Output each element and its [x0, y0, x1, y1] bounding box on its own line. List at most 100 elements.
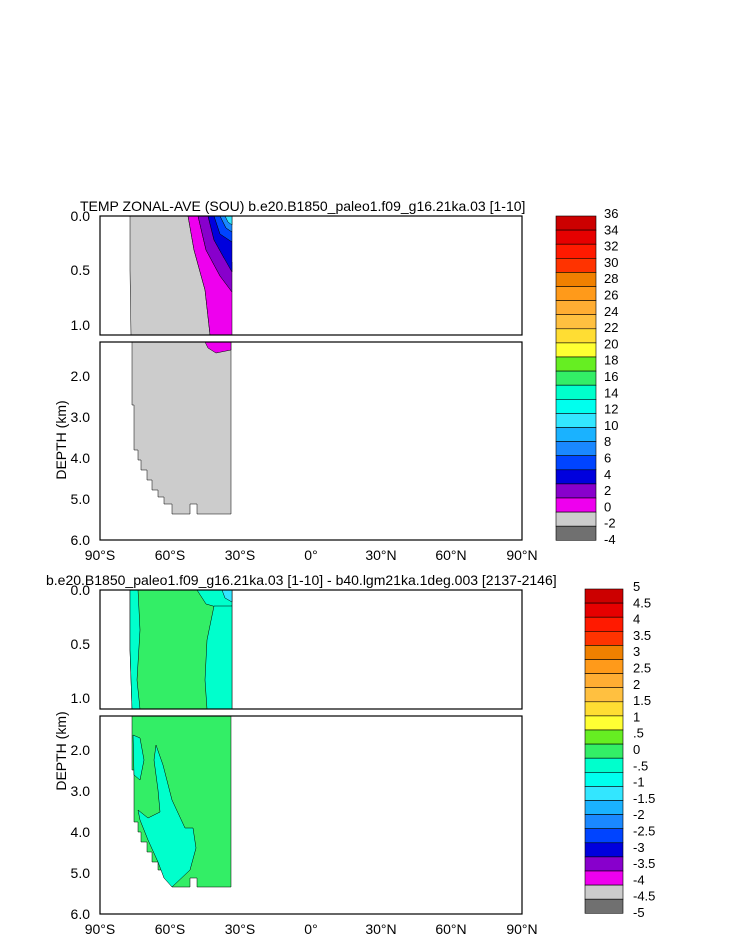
cb0-swatch: [555, 356, 597, 372]
chart-1-title: TEMP ZONAL-AVE (SOU) b.e20.B1850_paleo1.…: [80, 198, 525, 214]
cb0-swatch: [555, 314, 597, 330]
cb1-swatch: [584, 870, 624, 886]
chart-1: TEMP ZONAL-AVE (SOU) b.e20.B1850_paleo1.…: [53, 198, 618, 563]
cb0-label: 34: [604, 222, 618, 237]
cb0-swatch: [555, 257, 597, 273]
cb0-label: -4: [604, 532, 616, 547]
cb0-label: 12: [604, 402, 618, 417]
cb1-swatch: [584, 743, 624, 759]
cb1-swatch: [584, 729, 624, 745]
cb1-swatch: [584, 800, 624, 815]
cb1-swatch: [584, 757, 624, 773]
cb1-swatch: [584, 842, 624, 858]
chart-1-ytick-7: 6.0: [71, 532, 91, 548]
cb0-label: 8: [604, 434, 611, 449]
chart-2-ytick-5: 4.0: [71, 824, 91, 840]
cb0-label: 10: [604, 418, 618, 433]
cb0-swatch: [555, 441, 597, 457]
cb1-label: -5: [633, 905, 645, 920]
chart-2-ytick-3: 2.0: [71, 742, 91, 758]
cb0-swatch: [555, 272, 597, 287]
cb1-label: -4.5: [633, 889, 655, 904]
chart-2-ytick-4: 3.0: [71, 783, 91, 799]
cb1-swatch: [584, 687, 624, 703]
chart-2-xtick-2: 30°S: [225, 921, 256, 937]
cb0-swatch: [555, 413, 597, 428]
cb1-swatch: [584, 898, 624, 914]
cb0-label: 0: [604, 499, 611, 514]
chart-2-xtick-4: 30°N: [365, 921, 396, 937]
cb0-swatch: [555, 497, 597, 513]
cb1-label: .5: [633, 726, 644, 741]
cb1-label: -4: [633, 872, 645, 887]
cb0-swatch: [555, 483, 597, 499]
cb0-swatch: [555, 215, 597, 231]
cb1-label: 4: [633, 612, 640, 627]
chart-1-lower-panel: [99, 341, 523, 541]
cb0-swatch: [555, 229, 597, 245]
cb0-swatch: [555, 328, 597, 344]
cb1-swatch: [584, 645, 624, 660]
cb0-label: 4: [604, 467, 611, 482]
chart-2-title: b.e20.B1850_paleo1.f09_g16.21ka.03 [1-10…: [46, 572, 557, 588]
chart-2-ytick-1: 0.5: [71, 636, 91, 652]
cb1-label: 1.5: [633, 693, 651, 708]
cb0-swatch: [555, 300, 597, 316]
cb0-label: 2: [604, 483, 611, 498]
cb1-swatch: [584, 814, 624, 829]
cb0-swatch: [555, 511, 597, 527]
chart-1-xtick-1: 60°S: [155, 547, 186, 563]
chart-1-gray-region-lower: [131, 341, 232, 515]
cb1-swatch: [584, 715, 624, 731]
chart-2-xtick-3: 0°: [304, 921, 317, 937]
chart-2-ytick-2: 1.0: [71, 690, 91, 706]
cb0-swatch: [555, 455, 597, 471]
cb1-label: 3.5: [633, 628, 651, 643]
cb1-label: 2.5: [633, 661, 651, 676]
cb1-label: 3: [633, 644, 640, 659]
cb0-swatch: [555, 286, 597, 301]
cb0-label: 14: [604, 385, 618, 400]
chart-2-cyan-region-lower-1: [132, 734, 145, 781]
cb1-swatch: [584, 602, 624, 618]
chart-1-ytick-6: 5.0: [71, 491, 91, 507]
chart-2-ytick-7: 6.0: [71, 906, 91, 922]
cb0-label: 24: [604, 304, 618, 319]
chart-1-xtick-4: 30°N: [365, 547, 396, 563]
cb0-label: 28: [604, 271, 618, 286]
cb0-label: 26: [604, 288, 618, 303]
cb0-label: 20: [604, 336, 618, 351]
chart-1-ytick-3: 2.0: [71, 368, 91, 384]
chart-1-xtick-0: 90°S: [85, 547, 116, 563]
cb0-label: 18: [604, 353, 618, 368]
cb1-swatch: [584, 673, 624, 688]
cb1-label: -2.5: [633, 824, 655, 839]
cb1-swatch: [584, 701, 624, 717]
cb0-label: 36: [604, 206, 618, 221]
cb1-swatch: [584, 659, 624, 674]
cb0-label: -2: [604, 516, 616, 531]
cb0-label: 6: [604, 451, 611, 466]
cb0-swatch: [555, 398, 597, 414]
cb0-label: 32: [604, 239, 618, 254]
chart-2-colorbar: 54.543.532.521.51.50-.5-1-1.5-2-2.5-3-3.…: [584, 579, 655, 920]
chart-1-ytick-4: 3.0: [71, 409, 91, 425]
cb1-label: 5: [633, 579, 640, 594]
chart-2-ytick-0: 0.0: [71, 582, 91, 598]
chart-2-upper-panel: [99, 589, 523, 710]
chart-1-xtick-6: 90°N: [506, 547, 537, 563]
cb1-label: -1.5: [633, 791, 655, 806]
chart-1-ytick-0: 0.0: [71, 208, 91, 224]
cb0-swatch: [555, 427, 597, 442]
cb1-label: 4.5: [633, 595, 651, 610]
chart-2-xtick-1: 60°S: [155, 921, 186, 937]
chart-1-ytick-5: 4.0: [71, 450, 91, 466]
cb1-label: -.5: [633, 758, 648, 773]
chart-2-xtick-0: 90°S: [85, 921, 116, 937]
cb1-swatch: [584, 616, 624, 632]
cb0-swatch: [555, 469, 597, 485]
chart-2-xtick-5: 60°N: [435, 921, 466, 937]
chart-1-xtick-3: 0°: [304, 547, 317, 563]
chart-1-ytick-1: 0.5: [71, 262, 91, 278]
